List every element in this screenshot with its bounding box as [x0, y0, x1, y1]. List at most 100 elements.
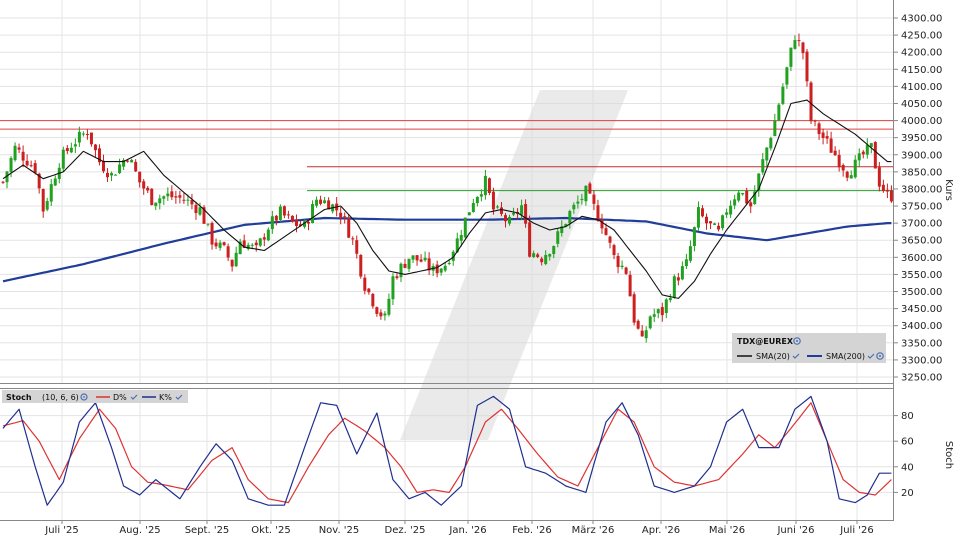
candle-body — [797, 40, 801, 42]
candle — [214, 238, 218, 250]
candle — [753, 185, 757, 205]
candle-body — [138, 171, 142, 183]
candle — [540, 256, 544, 266]
candle-body — [753, 191, 757, 205]
candle — [1, 181, 5, 184]
candle — [17, 143, 21, 154]
x-tick-label: März '26 — [572, 525, 615, 536]
settings-icon[interactable] — [793, 337, 801, 345]
candle — [134, 159, 138, 173]
check-icon[interactable] — [792, 353, 800, 359]
candle-body — [339, 212, 343, 218]
candle — [319, 195, 323, 206]
candle-body — [126, 160, 130, 162]
candle-body — [721, 215, 725, 229]
candle — [837, 149, 841, 172]
candle — [359, 254, 363, 279]
candle — [769, 136, 773, 151]
candle-body — [459, 234, 463, 241]
candle — [660, 302, 664, 322]
candle-body — [122, 159, 126, 167]
candle-body — [793, 40, 797, 49]
candle — [190, 193, 194, 210]
candle — [680, 261, 684, 281]
candle — [85, 129, 89, 140]
candle-body — [837, 154, 841, 168]
check-icon[interactable] — [130, 394, 138, 400]
candle — [13, 142, 17, 162]
candle — [793, 35, 797, 50]
candle-body — [290, 215, 294, 222]
candle — [415, 255, 419, 266]
candle — [572, 202, 576, 214]
candle — [403, 258, 407, 269]
candle — [210, 221, 214, 250]
candle — [282, 205, 286, 219]
check-icon[interactable] — [867, 353, 875, 359]
candle — [548, 253, 552, 261]
candle-body — [102, 160, 105, 172]
candle — [150, 188, 154, 206]
candle-body — [93, 144, 97, 151]
candle — [467, 212, 471, 216]
candle-body — [85, 134, 89, 136]
candle-body — [616, 255, 620, 268]
candle-body — [13, 145, 17, 161]
candle — [61, 146, 65, 173]
candle-body — [564, 224, 568, 227]
candle-body — [536, 254, 540, 257]
legend-sma20: SMA(20) — [756, 352, 790, 361]
candle-body — [262, 237, 266, 240]
candle-body — [250, 244, 254, 246]
candle — [246, 242, 250, 251]
candle-body — [323, 200, 327, 204]
candle-body — [825, 136, 829, 139]
candle — [861, 149, 865, 159]
stoch-tick-label: 60 — [901, 437, 914, 448]
candle — [652, 308, 656, 323]
candle-body — [230, 259, 234, 267]
candle — [5, 170, 9, 189]
candle-body — [5, 171, 9, 183]
candle — [379, 309, 383, 320]
settings-icon[interactable] — [80, 393, 88, 401]
candle-body — [684, 259, 688, 267]
y-tick-label: 4200.00 — [901, 48, 942, 59]
candle — [749, 200, 753, 214]
candle — [640, 325, 644, 337]
check-icon[interactable] — [175, 394, 183, 400]
candle — [813, 119, 817, 127]
y-tick-label: 3800.00 — [901, 184, 942, 195]
candle — [234, 246, 238, 267]
candle-body — [319, 199, 323, 204]
candle-body — [355, 240, 359, 254]
candle-body — [29, 165, 33, 167]
candle — [435, 260, 439, 278]
candle-body — [399, 263, 403, 278]
candle — [407, 258, 411, 273]
candle-body — [869, 143, 873, 147]
stoch-tick-label: 40 — [901, 462, 914, 473]
candle-body — [556, 231, 560, 244]
candle-body — [41, 189, 45, 212]
y-tick-label: 3650.00 — [901, 236, 942, 247]
candle — [600, 213, 604, 234]
candle — [439, 267, 443, 276]
candle — [520, 199, 524, 220]
candle-body — [286, 214, 290, 216]
candle-body — [298, 224, 302, 227]
candle-body — [146, 187, 150, 191]
candle-body — [371, 293, 375, 307]
candle — [729, 200, 733, 218]
candle-body — [351, 238, 355, 240]
settings-icon[interactable] — [876, 352, 884, 360]
candle-body — [150, 188, 154, 205]
candle-body — [471, 202, 475, 212]
stoch-tick-label: 20 — [901, 488, 914, 499]
candle — [737, 190, 741, 203]
candle — [290, 215, 294, 223]
candle-body — [9, 158, 13, 172]
candle — [202, 205, 206, 224]
y-tick-label: 3500.00 — [901, 287, 942, 298]
candle-body — [166, 193, 170, 197]
